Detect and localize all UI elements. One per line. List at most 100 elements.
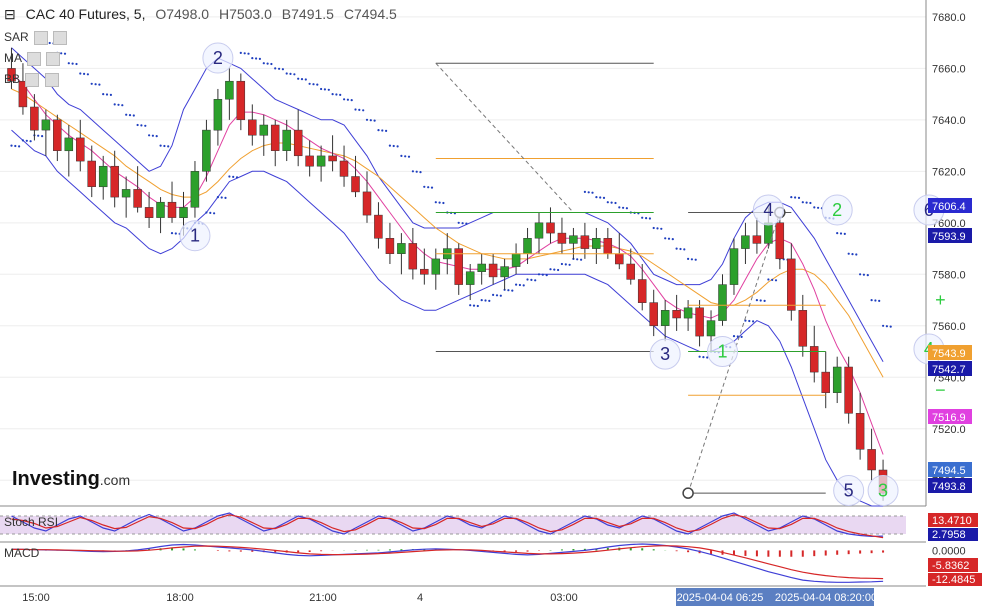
wave-label-badge [833, 475, 865, 507]
sar-dot [882, 324, 885, 327]
settings-icon[interactable] [26, 51, 41, 66]
sar-dot [343, 98, 346, 101]
sar-dot [48, 41, 51, 45]
candle-body [454, 248, 463, 285]
sar-dot [587, 191, 590, 194]
sar-dot [346, 98, 349, 101]
sar-dot [132, 114, 135, 117]
sar-dot [507, 289, 510, 292]
price-tag-label: 7493.8 [932, 481, 966, 493]
sar-dot [465, 222, 468, 225]
sar-dot [354, 108, 357, 111]
candle-body [580, 235, 590, 249]
sar-dot [285, 72, 288, 75]
sar-dot [801, 201, 804, 204]
candle-body [305, 155, 314, 167]
sar-dot [247, 52, 250, 55]
sar-dot [503, 288, 506, 291]
candle-body [167, 201, 177, 218]
settings-icon[interactable] [34, 30, 49, 45]
sar-dot [239, 51, 242, 55]
sar-dot [545, 274, 548, 277]
candle-body [569, 235, 578, 244]
candle-body [259, 124, 269, 136]
sar-dot [312, 83, 315, 86]
macd-tag: -5.8362 [932, 560, 969, 572]
sar-dot [675, 247, 678, 250]
candle-body [362, 191, 372, 216]
candle-body [821, 371, 830, 393]
sar-dot [320, 87, 323, 91]
close-icon[interactable] [46, 51, 61, 66]
sar-dot [878, 299, 881, 302]
close-icon[interactable] [53, 30, 68, 45]
sar-dot [232, 175, 235, 178]
sar-dot [518, 283, 522, 287]
macd-signal-line [11, 545, 884, 580]
sar-dot [537, 273, 541, 276]
wave-label: 4 [763, 200, 773, 220]
candle-body [18, 80, 28, 108]
sar-dot [339, 93, 342, 96]
sar-dot [25, 139, 28, 142]
x-tick-label: 03:00 [550, 592, 578, 604]
sar-dot [86, 73, 89, 76]
sar-dot [671, 238, 674, 241]
indicator-sar[interactable]: SAR [4, 30, 68, 45]
macd-zero-label: 0.0000 [932, 545, 966, 557]
sar-dot [591, 191, 594, 194]
candle-body [41, 119, 51, 131]
candle-body [87, 160, 96, 187]
sar-dot [270, 62, 273, 66]
sar-dot [530, 278, 533, 281]
sar-dot [580, 258, 583, 261]
sar-dot [736, 335, 739, 338]
candle-body [603, 238, 613, 254]
sar-dot [278, 67, 281, 70]
sar-dot [323, 88, 326, 91]
time-highlight-start: 2025-04-04 06:25 [677, 592, 764, 604]
candle-body [500, 266, 509, 278]
candle-body [351, 176, 360, 193]
sar-dot [60, 52, 63, 55]
candle-body [672, 310, 681, 319]
investing-logo: Investing.com [12, 468, 131, 490]
macd-tag-bg [928, 558, 978, 572]
candle-body [328, 155, 337, 162]
candle-body [282, 129, 291, 151]
sar-dot [859, 273, 862, 276]
price-tag-label: 7516.9 [932, 412, 966, 424]
macd-label[interactable]: MACD [4, 546, 40, 560]
sar-dot [174, 232, 177, 235]
bb-lower-line [11, 129, 884, 507]
indicator-bb[interactable]: BB [4, 72, 59, 87]
wave-label-badge [179, 220, 211, 252]
wave-label-badge [202, 42, 234, 74]
indicator-ma[interactable]: MA [4, 51, 61, 66]
candle-body [752, 235, 762, 244]
sar-dot [365, 118, 369, 121]
sar-dot [472, 304, 476, 307]
legend-toggle-icon[interactable]: ⊟ [4, 6, 16, 22]
wave-label: 3 [660, 344, 670, 364]
stoch-rsi-label[interactable]: Stoch RSI [4, 515, 59, 529]
candle-body [683, 307, 693, 319]
candle-body [270, 124, 280, 151]
close-icon[interactable] [44, 72, 59, 87]
wave-label: − [935, 380, 946, 400]
sar-dot [316, 83, 319, 86]
settings-icon[interactable] [25, 72, 40, 87]
sar-dot [396, 145, 399, 148]
sar-dot [18, 145, 21, 148]
sar-dot [606, 201, 609, 204]
sar-dot [557, 268, 560, 272]
sar-dot [515, 283, 518, 286]
sar-dot [400, 154, 403, 157]
fib-trend-line [435, 62, 574, 213]
sar-dot [809, 201, 812, 205]
sar-dot [862, 273, 866, 276]
candle-body [110, 165, 119, 198]
sar-dot [576, 258, 579, 261]
